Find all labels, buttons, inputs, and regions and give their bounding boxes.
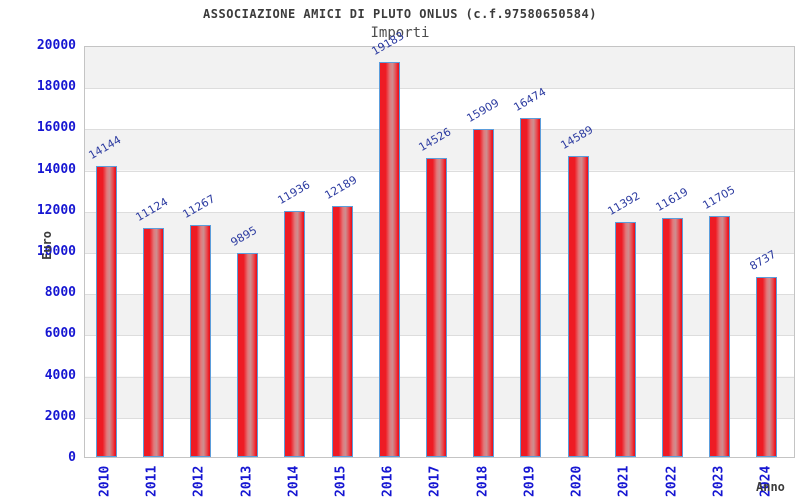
x-tick-label-2013: 2013 bbox=[239, 465, 255, 497]
gridline-y16000 bbox=[85, 129, 794, 131]
y-tick-label-4000: 4000 bbox=[44, 367, 76, 383]
bar-value-label-2011: 11124 bbox=[133, 195, 171, 224]
bar-2011 bbox=[142, 227, 164, 457]
bar-value-label-2024: 8737 bbox=[747, 247, 779, 274]
bar-2015 bbox=[331, 205, 353, 457]
bar-value-label-2023: 11705 bbox=[700, 183, 738, 212]
bar-value-label-2018: 15909 bbox=[464, 96, 502, 126]
bar-2022 bbox=[662, 217, 684, 457]
bar-2010 bbox=[95, 165, 117, 457]
bar-2012 bbox=[189, 224, 211, 457]
chart-title: ASSOCIAZIONE AMICI DI PLUTO ONLUS (c.f.9… bbox=[203, 7, 597, 21]
y-tick-label-2000: 2000 bbox=[44, 408, 76, 424]
bar-2019 bbox=[520, 117, 542, 457]
x-tick-label-2015: 2015 bbox=[333, 465, 349, 497]
y-axis-label: Euro bbox=[40, 231, 54, 260]
bar-value-label-2012: 11267 bbox=[180, 192, 218, 221]
y-tick-label-12000: 12000 bbox=[36, 202, 76, 218]
bar-value-label-2014: 11936 bbox=[275, 178, 313, 208]
bar-value-label-2021: 11392 bbox=[605, 189, 643, 219]
x-tick-label-2022: 2022 bbox=[664, 465, 680, 497]
x-tick-label-2018: 2018 bbox=[475, 465, 491, 497]
y-tick-label-14000: 14000 bbox=[36, 161, 76, 177]
y-tick-label-6000: 6000 bbox=[44, 326, 76, 342]
gridline-y18000 bbox=[85, 88, 794, 90]
bar-value-label-2020: 14589 bbox=[558, 123, 596, 153]
y-tick-label-20000: 20000 bbox=[36, 38, 76, 53]
plot-area: 14144 11124 11267 9895 11936 12189 19183 14526 1… bbox=[84, 29, 795, 458]
bar-2024 bbox=[756, 277, 778, 457]
bar-value-label-2022: 11619 bbox=[653, 184, 690, 214]
x-tick-label-2021: 2021 bbox=[616, 465, 632, 497]
y-tick-label-10000: 10000 bbox=[36, 244, 76, 259]
bar-2017 bbox=[425, 157, 447, 457]
x-tick-label-2011: 2011 bbox=[144, 465, 160, 497]
bar-2018 bbox=[473, 129, 495, 457]
bar-2013 bbox=[237, 253, 259, 457]
bar-2023 bbox=[709, 215, 731, 457]
bar-2014 bbox=[284, 211, 306, 457]
bar-value-label-2019: 16474 bbox=[511, 84, 549, 114]
x-axis-label: Anno bbox=[756, 480, 785, 494]
bar-value-label-2015: 12189 bbox=[322, 173, 360, 202]
bar-value-label-2010: 14144 bbox=[86, 132, 124, 162]
x-tick-label-2014: 2014 bbox=[286, 465, 302, 497]
y-tick-label-16000: 16000 bbox=[36, 120, 76, 136]
y-tick-label-0: 0 bbox=[68, 450, 76, 465]
x-tick-label-2017: 2017 bbox=[427, 465, 443, 497]
x-tick-label-2012: 2012 bbox=[191, 465, 207, 497]
chart-subtitle: Importi bbox=[370, 25, 430, 41]
x-tick-label-2019: 2019 bbox=[522, 465, 538, 497]
bar-2016 bbox=[378, 61, 400, 457]
y-tick-label-18000: 18000 bbox=[36, 79, 76, 95]
y-tick-label-8000: 8000 bbox=[44, 285, 76, 301]
bar-2021 bbox=[614, 222, 636, 457]
bar-value-label-2013: 9895 bbox=[228, 223, 259, 250]
x-tick-label-2023: 2023 bbox=[711, 465, 727, 497]
x-tick-label-2010: 2010 bbox=[97, 465, 113, 497]
x-tick-label-2020: 2020 bbox=[569, 465, 585, 497]
x-tick-label-2016: 2016 bbox=[380, 465, 396, 497]
bar-2020 bbox=[567, 156, 589, 457]
